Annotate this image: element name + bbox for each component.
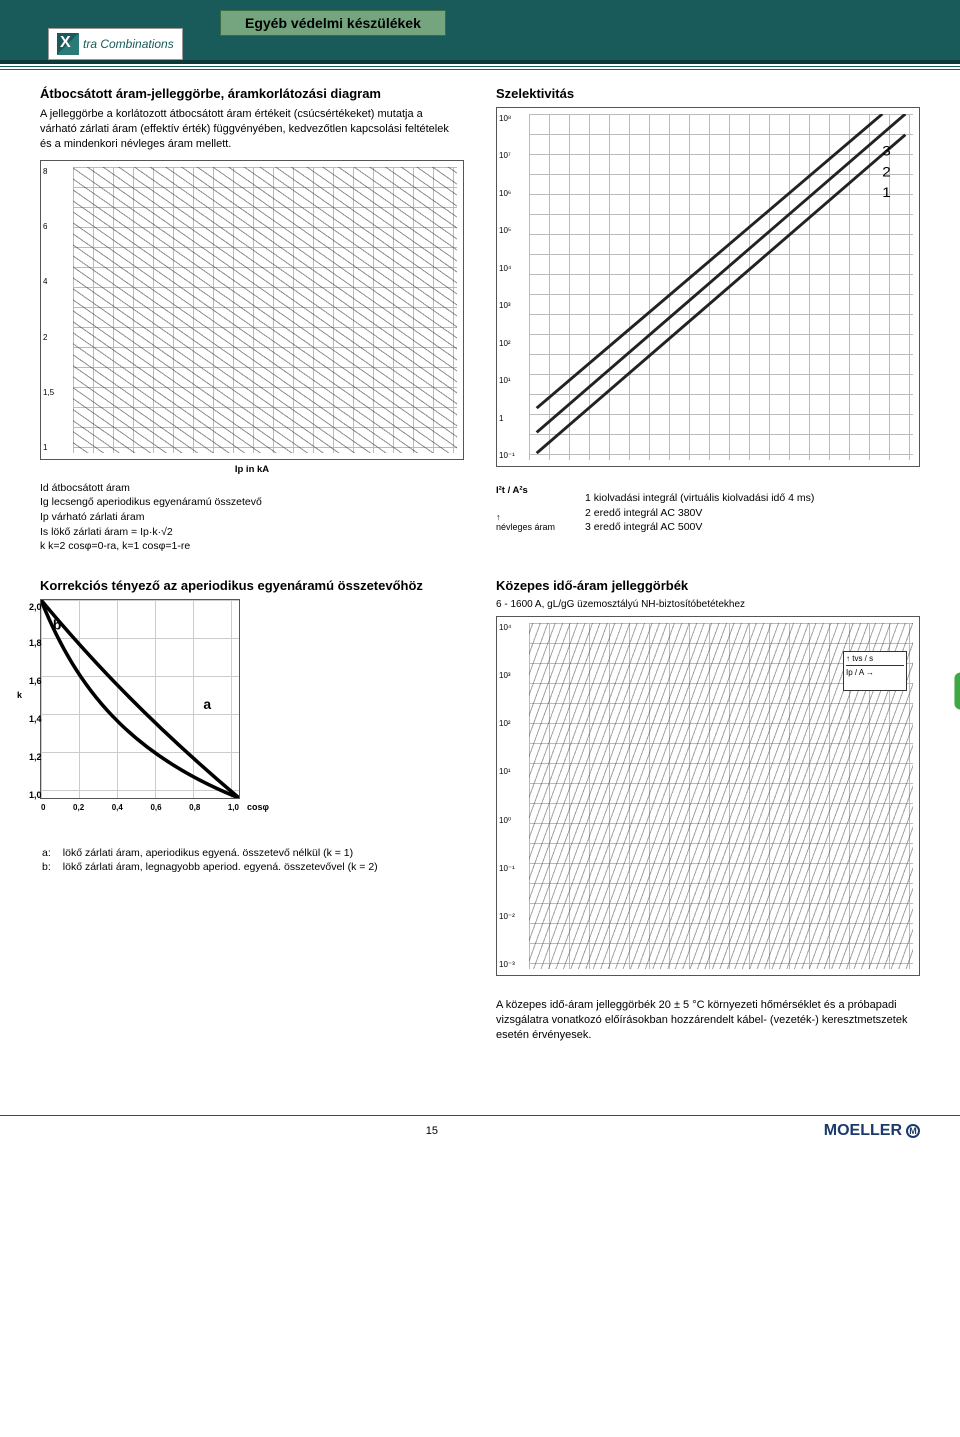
chart-passed-current: 8 6 4 2 1,5 1 névleges áramok Id in kA I… <box>40 160 464 460</box>
section4-subtitle: 6 - 1600 A, gL/gG üzemosztályú NH-biztos… <box>496 599 920 610</box>
chart4-grid: ↑ tvs / s Ip / A → <box>529 623 913 969</box>
svg-text:b: b <box>53 617 61 633</box>
section4-footnote: A közepes idő-áram jelleggörbék 20 ± 5 °… <box>496 998 920 1043</box>
chart-correction-factor: 2,0 1,8 1,6 1,4 1,2 1,0 k a b 0 0 <box>40 599 240 799</box>
legend-item: Ig lecsengő aperiodikus egyenáramú össze… <box>40 495 464 510</box>
logo-box: tra Combinations <box>48 28 183 60</box>
svg-text:a: a <box>203 696 211 712</box>
row-2: Korrekciós tényező az aperiodikus egyená… <box>40 578 920 1051</box>
chart3-curves: a b <box>41 600 239 798</box>
logo-text: tra Combinations <box>83 37 174 51</box>
section-atbocsatott: Átbocsátott áram-jelleggörbe, áramkorlát… <box>40 86 464 554</box>
section-korrekcio: Korrekciós tényező az aperiodikus egyená… <box>40 578 464 1051</box>
chart2-lines: 3 2 1 <box>529 114 913 460</box>
chart4-inset: ↑ tvs / s Ip / A → <box>843 651 907 691</box>
page-footer: 15 MOELLER M <box>0 1115 960 1164</box>
section3-legend: a: lökő zárlati áram, aperiodikus egyená… <box>40 845 390 875</box>
section-szelektivitas: Szelektivitás 10⁸ 10⁷ 10⁶ 10⁵ 10⁴ 10³ 10… <box>496 86 920 554</box>
page-number: 15 <box>426 1125 438 1137</box>
legend-item: 2 eredő integrál AC 380V <box>585 506 814 521</box>
chart-selectivity: 10⁸ 10⁷ 10⁶ 10⁵ 10⁴ 10³ 10² 10¹ 1 10⁻¹ <box>496 107 920 467</box>
section3-title: Korrekciós tényező az aperiodikus egyená… <box>40 578 464 593</box>
divider <box>0 66 960 67</box>
legend-item: Is lökő zárlati áram = Ip·k·√2 <box>40 525 464 540</box>
chart1-grid <box>73 167 457 453</box>
section2-legend: 1 kiolvadási integrál (virtuális kiolvad… <box>585 491 814 535</box>
section1-title: Átbocsátott áram-jelleggörbe, áramkorlát… <box>40 86 464 101</box>
chart-time-current: 10⁴ 10³ 10² 10¹ 10⁰ 10⁻¹ 10⁻² 10⁻³ ↑ tvs… <box>496 616 920 976</box>
chart1-xlabel: Ip in kA <box>40 464 464 475</box>
vendor-mark-icon: M <box>906 1124 920 1138</box>
chart1-lines <box>73 167 457 453</box>
logo-x-mark <box>57 33 79 55</box>
section1-legend: Id átbocsátott áram Ig lecsengő aperiodi… <box>40 481 464 554</box>
svg-text:1: 1 <box>882 186 891 201</box>
page-title: Egyéb védelmi készülékek <box>220 10 446 36</box>
chart1-yticks: 8 6 4 2 1,5 1 <box>43 167 54 453</box>
chart2-ylabel: I²t / A²s <box>496 485 555 496</box>
content-area: xpole Átbocsátott áram-jelleggörbe, áram… <box>0 72 960 1095</box>
chart4-yticks: 10⁴ 10³ 10² 10¹ 10⁰ 10⁻¹ 10⁻² 10⁻³ <box>499 623 515 969</box>
row-1: Átbocsátott áram-jelleggörbe, áramkorlát… <box>40 86 920 554</box>
svg-text:2: 2 <box>882 165 891 180</box>
legend-item: 3 eredő integrál AC 500V <box>585 520 814 535</box>
vendor-logo: MOELLER M <box>824 1122 920 1140</box>
svg-text:3: 3 <box>882 144 891 159</box>
section1-body: A jelleggörbe a korlátozott átbocsátott … <box>40 107 460 152</box>
legend-item: 1 kiolvadási integrál (virtuális kiolvad… <box>585 491 814 506</box>
brand-side-tab: xpole <box>954 672 960 709</box>
chart2-axis-note: névleges áram <box>496 522 555 532</box>
legend-item: Id átbocsátott áram <box>40 481 464 496</box>
section4-title: Közepes idő-áram jelleggörbék <box>496 578 920 593</box>
legend-item: Ip várható zárlati áram <box>40 510 464 525</box>
chart2-yticks: 10⁸ 10⁷ 10⁶ 10⁵ 10⁴ 10³ 10² 10¹ 1 10⁻¹ <box>499 114 515 460</box>
legend-item: k k=2 cosφ=0-ra, k=1 cosφ=1-re <box>40 539 464 554</box>
legend-row: a: lökő zárlati áram, aperiodikus egyená… <box>42 847 388 859</box>
section-kozepes: Közepes idő-áram jelleggörbék 6 - 1600 A… <box>496 578 920 1051</box>
divider <box>0 69 960 70</box>
chart2-grid: 3 2 1 <box>529 114 913 460</box>
page-header: tra Combinations Egyéb védelmi készüléke… <box>0 0 960 64</box>
section2-title: Szelektivitás <box>496 86 920 101</box>
legend-row: b: lökő zárlati áram, legnagyobb aperiod… <box>42 861 388 873</box>
